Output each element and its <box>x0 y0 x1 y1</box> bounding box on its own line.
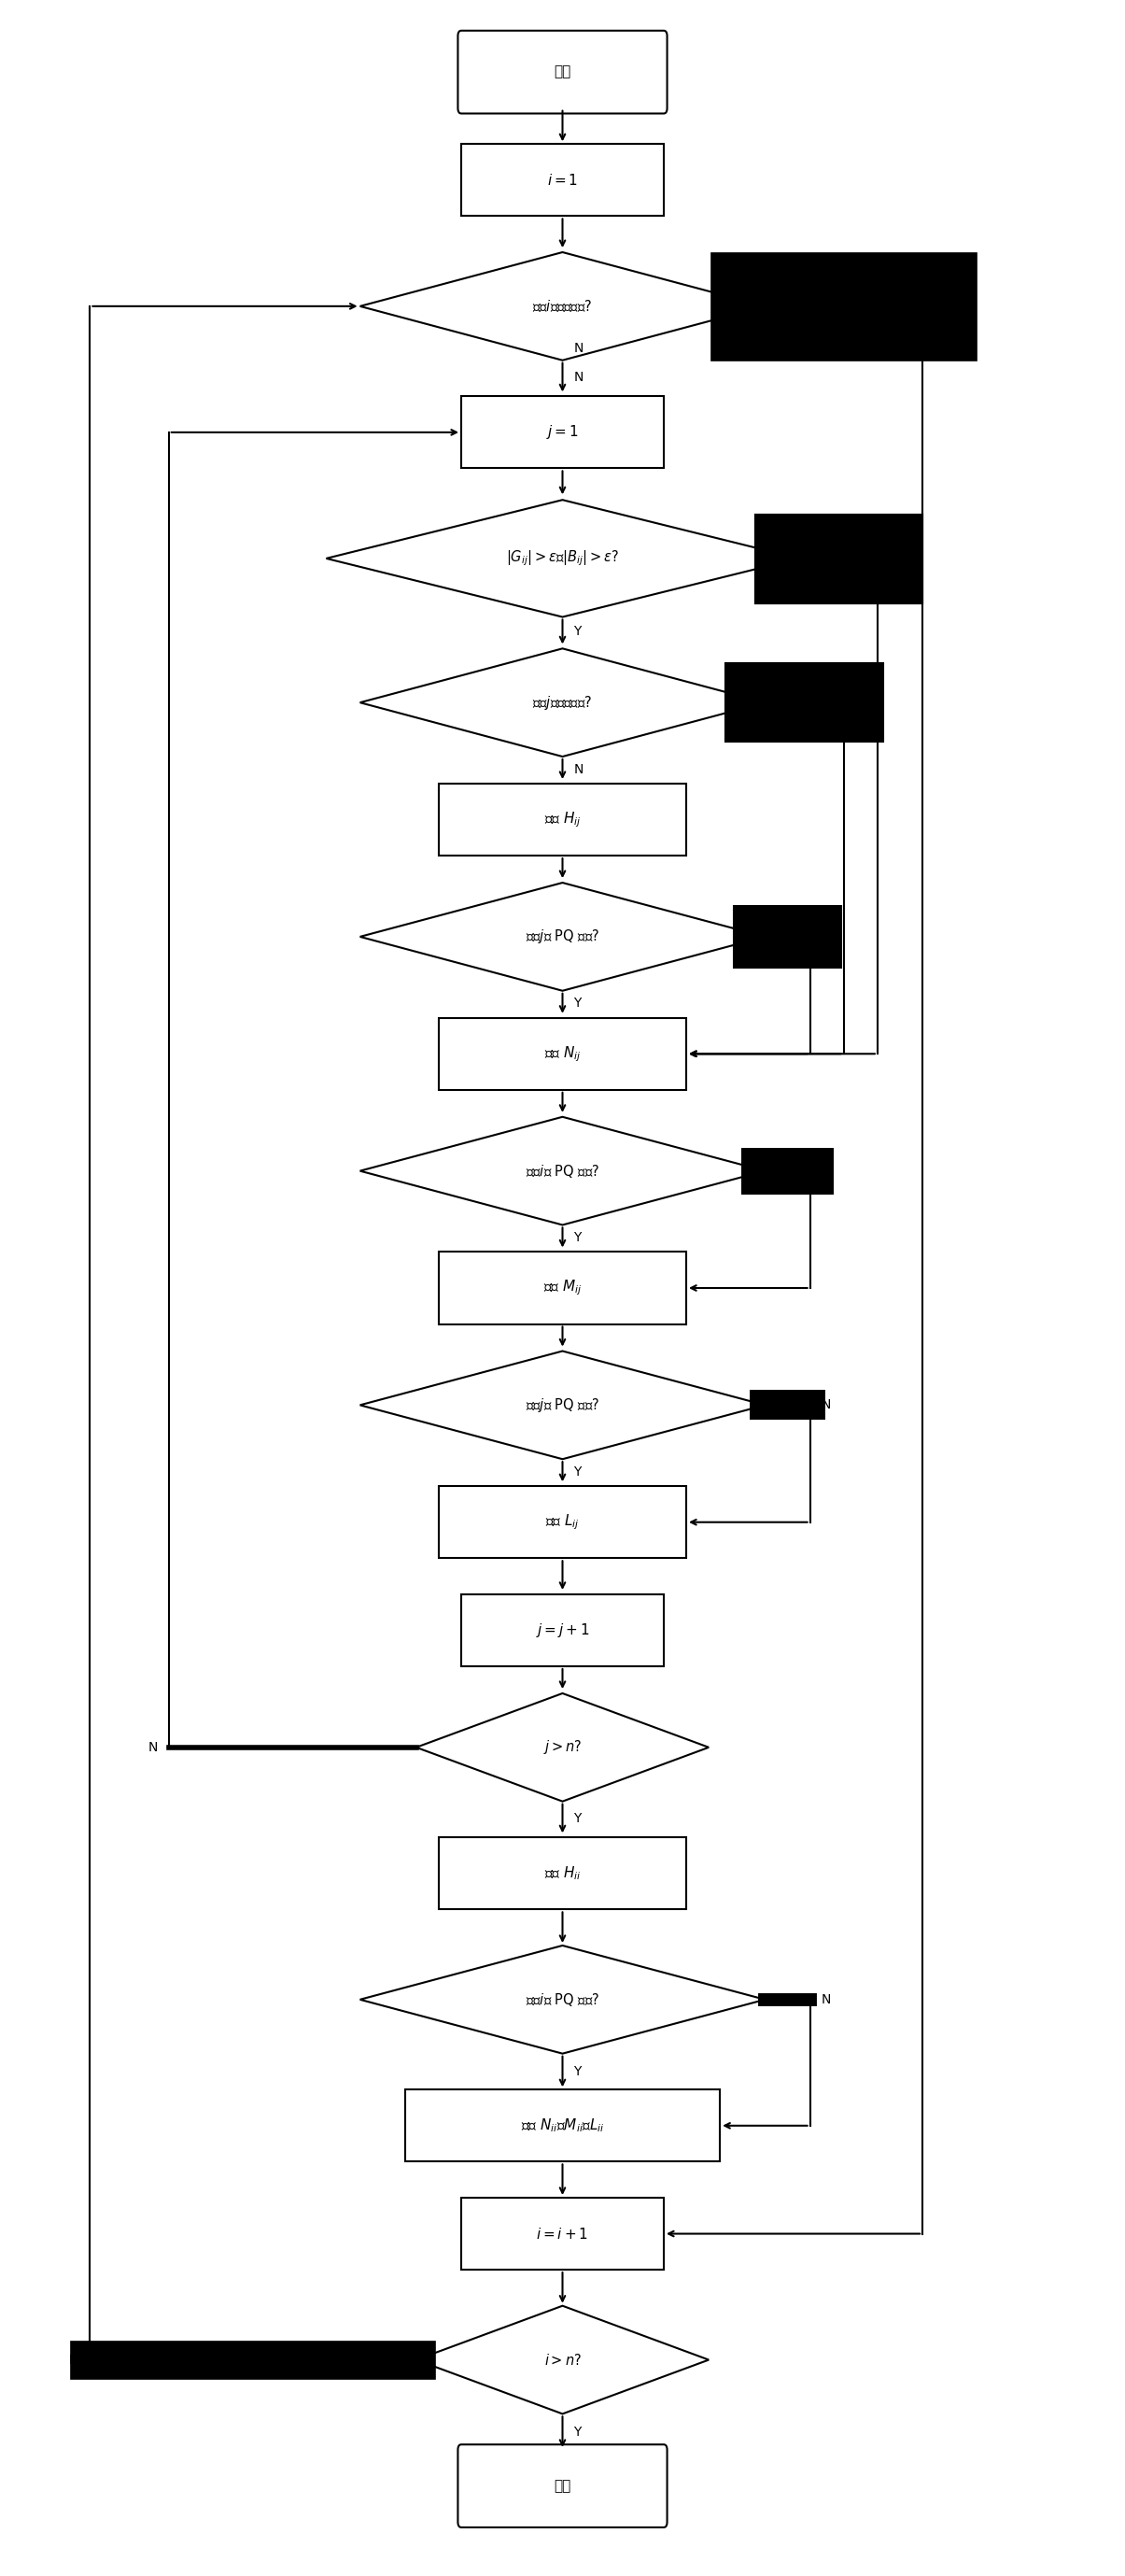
Bar <box>439 783 686 855</box>
Text: 修正 $N_{ii}$、$M_{ii}$、$L_{ii}$: 修正 $N_{ii}$、$M_{ii}$、$L_{ii}$ <box>521 2117 604 2136</box>
Text: 计算 $M_{ij}$: 计算 $M_{ij}$ <box>543 1278 582 1298</box>
Text: $i>n$?: $i>n$? <box>543 2352 582 2367</box>
Text: 节点$j$是 PQ 节点?: 节点$j$是 PQ 节点? <box>525 927 600 945</box>
Text: Y: Y <box>574 626 582 639</box>
Text: 计算 $L_{ij}$: 计算 $L_{ij}$ <box>546 1512 579 1533</box>
Text: Y: Y <box>574 1466 582 1479</box>
Text: Y: Y <box>855 696 863 708</box>
Text: $|G_{ij}|>\varepsilon$或$|B_{ij}|>\varepsilon$?: $|G_{ij}|>\varepsilon$或$|B_{ij}|>\vareps… <box>506 549 619 569</box>
Text: N: N <box>821 1164 831 1177</box>
Text: 结束: 结束 <box>554 2478 572 2494</box>
Text: N: N <box>821 930 831 943</box>
Bar <box>439 1486 686 1558</box>
Text: N: N <box>574 343 584 355</box>
Text: 节点$i$是 PQ 节点?: 节点$i$是 PQ 节点? <box>525 1991 600 2007</box>
Text: Y: Y <box>574 1811 582 1824</box>
Bar <box>461 2197 664 2269</box>
Text: N: N <box>821 1399 831 1412</box>
Text: N: N <box>574 762 584 775</box>
Text: $j=j+1$: $j=j+1$ <box>535 1620 590 1638</box>
Text: 节点$i$是 PQ 节点?: 节点$i$是 PQ 节点? <box>525 1162 600 1180</box>
Text: Y: Y <box>574 1231 582 1244</box>
Bar <box>439 1252 686 1324</box>
Text: $i=i+1$: $i=i+1$ <box>537 2226 588 2241</box>
Text: N: N <box>821 1994 831 2007</box>
Bar <box>405 2089 720 2161</box>
Bar <box>461 1595 664 1667</box>
Text: $j>n$?: $j>n$? <box>543 1739 582 1757</box>
Bar <box>461 397 664 469</box>
Text: Y: Y <box>574 2066 582 2079</box>
Bar <box>461 144 664 216</box>
Text: 计算 $H_{ij}$: 计算 $H_{ij}$ <box>543 809 582 829</box>
Text: Y: Y <box>574 997 582 1010</box>
Text: N: N <box>889 551 899 564</box>
Text: 修正 $H_{ii}$: 修正 $H_{ii}$ <box>543 1865 582 1883</box>
Bar <box>439 1837 686 1909</box>
Text: $j=1$: $j=1$ <box>547 422 578 440</box>
Text: 节点$j$是 PQ 节点?: 节点$j$是 PQ 节点? <box>525 1396 600 1414</box>
Text: Y: Y <box>574 2427 582 2439</box>
Text: N: N <box>69 2354 79 2367</box>
Text: 计算 $N_{ij}$: 计算 $N_{ij}$ <box>543 1043 582 1064</box>
Text: N: N <box>574 371 584 384</box>
Text: N: N <box>147 1741 158 1754</box>
Text: $i=1$: $i=1$ <box>547 173 578 188</box>
Text: 开始: 开始 <box>554 64 572 80</box>
Bar <box>439 1018 686 1090</box>
Text: 节点$i$是平衡节点?: 节点$i$是平衡节点? <box>532 299 593 314</box>
Text: 节点$j$是平衡节点?: 节点$j$是平衡节点? <box>532 693 593 711</box>
Text: Y: Y <box>934 299 942 312</box>
